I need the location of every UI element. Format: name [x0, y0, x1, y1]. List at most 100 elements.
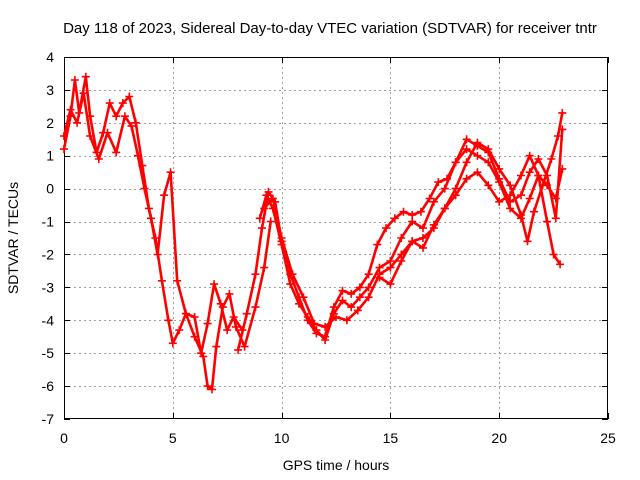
- data-point-marker: [530, 207, 538, 216]
- data-point-marker: [127, 122, 136, 131]
- data-point-marker: [408, 217, 417, 226]
- data-point-marker: [262, 191, 271, 200]
- data-point-marker: [208, 385, 216, 394]
- series-segment-5: [260, 151, 565, 331]
- data-point-marker: [321, 322, 330, 331]
- data-point-marker: [425, 194, 434, 203]
- data-point-marker: [312, 326, 321, 335]
- data-point-marker: [484, 145, 493, 154]
- y-tick-label: -5: [42, 345, 55, 361]
- data-point-marker: [66, 105, 75, 114]
- data-point-marker: [473, 151, 482, 160]
- x-tick-label: 10: [274, 430, 290, 446]
- data-point-marker: [223, 326, 232, 335]
- data-point-marker: [399, 207, 408, 216]
- data-point-marker: [547, 155, 556, 163]
- data-point-marker: [260, 204, 269, 213]
- data-point-marker: [517, 191, 525, 200]
- data-point-marker: [73, 118, 82, 127]
- data-point-marker: [258, 224, 266, 233]
- y-tick-label: 1: [46, 148, 54, 164]
- data-point-marker: [251, 303, 260, 312]
- data-point-marker: [295, 299, 303, 308]
- data-point-marker: [525, 151, 534, 160]
- data-point-marker: [353, 306, 362, 315]
- data-point-marker: [434, 178, 443, 187]
- data-point-marker: [558, 108, 567, 117]
- data-point-marker: [558, 164, 567, 173]
- series-line: [378, 111, 564, 286]
- data-point-marker: [157, 276, 166, 285]
- data-point-marker: [364, 283, 373, 292]
- data-point-marker: [534, 155, 543, 163]
- data-point-marker: [164, 316, 173, 325]
- data-point-marker: [397, 234, 406, 242]
- data-point-marker: [495, 164, 504, 173]
- series-segment-2: [60, 89, 275, 394]
- chart-title: Day 118 of 2023, Sidereal Day-to-day VTE…: [63, 20, 597, 37]
- x-tick-label: 0: [60, 430, 68, 446]
- data-point-marker: [242, 309, 251, 318]
- data-point-marker: [440, 184, 449, 193]
- y-tick-label: 4: [46, 49, 54, 65]
- data-point-marker: [373, 240, 382, 249]
- data-point-marker: [390, 214, 399, 223]
- data-point-marker: [299, 293, 308, 302]
- tick-labels: 0 5 10 15 20 25 -7 -6 -5 -4 -3 -2 -1 0 1 2 3 4: [42, 49, 616, 446]
- data-point-marker: [429, 197, 438, 206]
- axis-ticks: [64, 57, 609, 420]
- data-point-marker: [538, 181, 547, 190]
- y-axis-label: SDTVAR / TECUs: [5, 182, 21, 294]
- data-point-marker: [473, 168, 482, 177]
- data-point-marker: [451, 158, 460, 167]
- data-point-marker: [332, 313, 340, 321]
- data-point-marker: [218, 303, 227, 312]
- data-point-marker: [240, 342, 249, 351]
- data-point-marker: [212, 342, 221, 351]
- data-point-marker: [203, 382, 212, 391]
- data-point-marker: [338, 296, 347, 305]
- data-point-marker: [364, 270, 373, 279]
- data-point-marker: [120, 112, 129, 121]
- y-tick-label: -4: [42, 312, 55, 328]
- data-point-marker: [451, 184, 460, 193]
- data-point-marker: [268, 194, 277, 203]
- y-tick-label: -1: [42, 214, 55, 230]
- data-point-marker: [260, 263, 269, 272]
- data-point-marker: [419, 224, 427, 233]
- data-point-marker: [462, 174, 471, 183]
- data-point-marker: [140, 184, 149, 193]
- grid: [64, 57, 608, 419]
- data-point-marker: [134, 151, 142, 160]
- data-point-marker: [190, 313, 199, 321]
- data-point-marker: [131, 118, 140, 127]
- plot-frame: [64, 57, 608, 419]
- data-point-marker: [440, 204, 449, 213]
- data-point-marker: [277, 234, 286, 242]
- x-tick-label: 5: [169, 430, 177, 446]
- y-tick-label: -2: [42, 246, 55, 262]
- data-point-marker: [199, 352, 208, 361]
- data-point-marker: [168, 339, 177, 348]
- data-point-marker: [94, 155, 103, 163]
- data-point-marker: [112, 148, 121, 157]
- x-tick-label: 15: [383, 430, 399, 446]
- data-point-marker: [310, 319, 319, 328]
- data-point-marker: [484, 181, 493, 190]
- data-point-marker: [160, 191, 169, 200]
- x-axis-label: GPS time / hours: [283, 457, 390, 473]
- y-tick-label: 2: [46, 115, 54, 131]
- data-point-marker: [517, 171, 525, 180]
- data-point-marker: [506, 181, 515, 190]
- data-point-marker: [210, 280, 219, 289]
- data-point-marker: [551, 214, 560, 223]
- data-point-marker: [60, 132, 68, 140]
- data-point-marker: [347, 303, 356, 312]
- data-point-marker: [251, 270, 260, 279]
- data-point-marker: [79, 89, 88, 98]
- series-line: [262, 154, 562, 329]
- data-point-marker: [86, 132, 95, 140]
- data-point-marker: [523, 237, 532, 246]
- data-point-marker: [397, 257, 406, 265]
- data-point-marker: [419, 234, 427, 242]
